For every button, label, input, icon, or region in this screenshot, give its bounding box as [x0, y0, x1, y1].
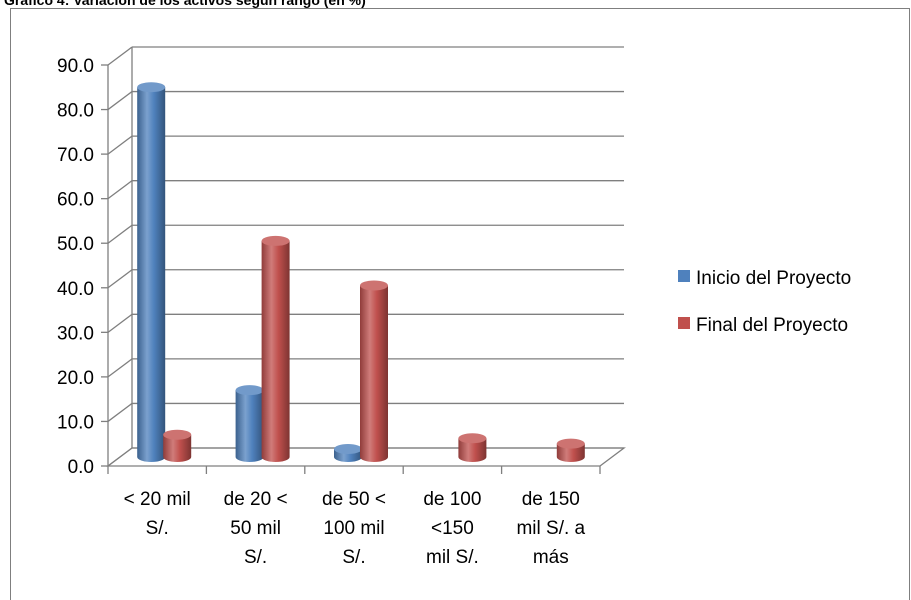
y-tick-label: 10.0 — [57, 412, 94, 433]
legend-label: Inicio del Proyecto — [696, 268, 851, 289]
bar-body — [261, 240, 290, 462]
bar-body — [360, 285, 388, 462]
gridline-depth — [107, 46, 133, 66]
bar-body — [137, 87, 166, 462]
floor — [106, 447, 626, 467]
y-tick-label: 70.0 — [57, 145, 94, 166]
x-axis-categories: < 20 mil S/. de 20 <50 mil S/. de 50 <100 mi… — [124, 489, 586, 568]
x-category-label: < 20 mil S/. — [124, 489, 191, 539]
legend-label: Final del Proyecto — [696, 315, 848, 336]
gridline-depth — [107, 180, 133, 200]
gridline-depth — [107, 91, 133, 111]
y-tick-label: 30.0 — [57, 323, 94, 344]
bar-body — [235, 390, 264, 462]
bar-inicio — [137, 82, 166, 462]
gridline-depth — [107, 224, 133, 244]
gridline-depth — [107, 269, 133, 289]
bar-top — [137, 82, 166, 93]
page-title: Gráfico 4: Variación de los activos segú… — [4, 0, 366, 8]
y-tick-label: 50.0 — [57, 234, 94, 255]
axes — [101, 47, 626, 474]
y-tick-label: 0.0 — [68, 457, 94, 478]
y-tick-label: 40.0 — [57, 279, 94, 300]
bar-final — [163, 429, 192, 462]
gridline-depth — [107, 313, 133, 333]
x-category-label: de 150 mil S/. a más — [516, 489, 585, 568]
x-category-label: de 20 <50 mil S/. — [224, 489, 288, 568]
y-tick-label: 20.0 — [57, 368, 94, 389]
legend: Inicio del Proyecto Final del Proyecto — [678, 268, 851, 336]
y-tick-label: 90.0 — [57, 56, 94, 77]
bar-body — [556, 443, 585, 462]
legend-swatch — [678, 270, 690, 282]
gridline-depth — [107, 358, 133, 378]
bar-body — [458, 438, 487, 462]
bar-final — [261, 235, 290, 462]
gridlines — [107, 46, 624, 467]
y-tick-label: 60.0 — [57, 190, 94, 211]
bar-top — [458, 433, 487, 444]
x-category-label: de 50 <100 mil S/. — [322, 489, 386, 568]
bar-inicio — [235, 385, 264, 462]
bar-final — [458, 433, 487, 462]
bar-top — [163, 429, 192, 440]
bar-body — [163, 434, 192, 462]
x-category-label: de 100 <150 mil S/. — [423, 489, 481, 568]
bars — [137, 82, 585, 462]
y-axis-ticks: 0.0 10.0 20.0 30.0 40.0 50.0 60.0 70.0 80.0 90.0 — [57, 56, 94, 478]
legend-swatch — [678, 317, 690, 329]
bar-top — [360, 280, 388, 291]
gridline-depth — [107, 402, 133, 422]
bar-top — [334, 443, 362, 454]
bar-top — [235, 385, 264, 396]
bar-final — [556, 438, 585, 462]
chart-frame — [10, 8, 910, 600]
bar-top — [261, 235, 290, 246]
gridline-depth — [107, 135, 133, 155]
bar-final — [360, 280, 388, 462]
bar-top — [556, 438, 585, 449]
y-tick-label: 80.0 — [57, 101, 94, 122]
bar-inicio — [334, 443, 362, 462]
